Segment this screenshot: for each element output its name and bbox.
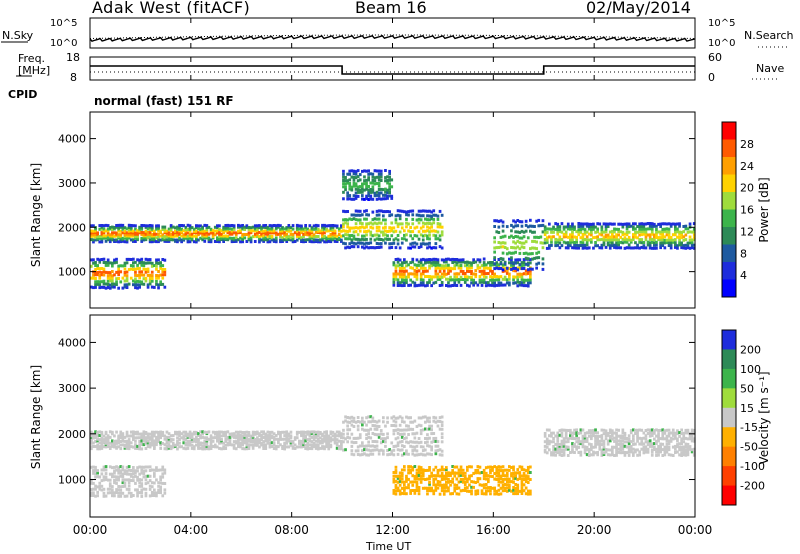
- noise-tick-bottom-left: 10^0: [50, 38, 78, 49]
- power-colorbar-frame: [721, 121, 737, 298]
- nave-label: Nave: [756, 62, 785, 75]
- freq-trace: [90, 65, 695, 75]
- velocity-colorbar-swatch: [722, 388, 736, 409]
- velocity-colorbar-tick: 15: [740, 402, 754, 415]
- velocity-colorbar-tick: -15: [740, 421, 758, 434]
- date-title: 02/May/2014: [586, 0, 691, 17]
- nsearch-label: N.Search: [744, 29, 794, 42]
- power-ytick-label: 3000: [58, 177, 86, 190]
- power-colorbar-swatch: [722, 244, 736, 263]
- noise-tick-top-left: 10^5: [50, 18, 78, 29]
- velocity-colorbar-swatch: [722, 485, 736, 506]
- power-colorbar-tick: 16: [740, 204, 754, 217]
- x-tick-label: 00:00: [73, 523, 108, 537]
- velocity-ytick-label: 3000: [58, 382, 86, 395]
- velocity-colorbar-swatch: [722, 368, 736, 389]
- power-ytick-label: 4000: [58, 133, 86, 146]
- velocity-colorbar-tick: -100: [740, 460, 765, 473]
- power-colorbar-tick: 8: [740, 247, 747, 260]
- power-colorbar-tick: 24: [740, 160, 754, 173]
- power-colorbar-tick: 20: [740, 182, 754, 195]
- power-ytick-label: 2000: [58, 221, 86, 234]
- station-title: Adak West (fitACF): [92, 0, 251, 17]
- beam-title: Beam 16: [355, 0, 427, 17]
- x-tick-label: 16:00: [476, 523, 511, 537]
- velocity-colorbar-tick: 50: [740, 382, 754, 395]
- velocity-colorbar-tick: -50: [740, 441, 758, 454]
- nave-tick-bottom: 0: [708, 71, 715, 84]
- velocity-ytick-label: 2000: [58, 428, 86, 441]
- freq-tick-bottom: 8: [70, 71, 77, 84]
- nsearch-trace: [90, 34, 695, 39]
- power-colorbar-swatch: [722, 227, 736, 245]
- velocity-colorbar-swatch: [722, 349, 736, 370]
- nsky-label: N.Sky: [2, 29, 34, 42]
- velocity-echo-layer: [90, 415, 696, 498]
- velocity-colorbar-swatch: [722, 446, 736, 467]
- power-colorbar-tick: 12: [740, 225, 754, 238]
- x-tick-label: 04:00: [174, 523, 209, 537]
- cpid-text: normal (fast) 151 RF: [94, 94, 234, 108]
- power-colorbar-swatch: [722, 157, 736, 175]
- velocity-ytick-label: 1000: [58, 474, 86, 487]
- freq-tick-top: 18: [66, 51, 80, 64]
- nave-tick-top: 60: [708, 51, 722, 64]
- power-colorbar-tick: 4: [740, 269, 747, 282]
- velocity-colorbar-tick: 200: [740, 343, 761, 356]
- velocity-colorbar-swatch: [722, 427, 736, 448]
- velocity-colorbar-swatch: [722, 466, 736, 487]
- velocity-colorbar-swatch: [722, 407, 736, 428]
- power-echo-layer: [90, 169, 696, 290]
- power-colorbar-tick: 28: [740, 138, 754, 151]
- velocity-colorbar-frame: [721, 329, 737, 506]
- cpid-label: CPID: [8, 88, 38, 101]
- power-colorbar-swatch: [722, 279, 736, 298]
- freq-unit-label: [MHz]: [18, 64, 51, 77]
- power-colorbar-swatch: [722, 209, 736, 228]
- velocity-colorbar-tick: 100: [740, 363, 761, 376]
- x-tick-label: 08:00: [274, 523, 309, 537]
- power-colorbar-swatch: [722, 262, 736, 280]
- x-tick-label: 12:00: [375, 523, 410, 537]
- power-colorbar-swatch: [722, 122, 736, 140]
- x-tick-label: 20:00: [577, 523, 612, 537]
- x-axis-label: Time UT: [366, 540, 412, 553]
- power-ytick-label: 1000: [58, 266, 86, 279]
- velocity-colorbar-tick: -200: [740, 480, 765, 493]
- power-colorbar-swatch: [722, 174, 736, 193]
- velocity-ytick-label: 4000: [58, 336, 86, 349]
- power-colorbar-swatch: [722, 192, 736, 210]
- velocity-colorbar-swatch: [722, 330, 736, 350]
- noise-tick-top-right: 10^5: [708, 18, 736, 29]
- noise-tick-bottom-right: 10^0: [708, 38, 736, 49]
- power-colorbar-swatch: [722, 139, 736, 158]
- freq-label: Freq.: [18, 52, 46, 65]
- x-tick-label: 00:00: [678, 523, 713, 537]
